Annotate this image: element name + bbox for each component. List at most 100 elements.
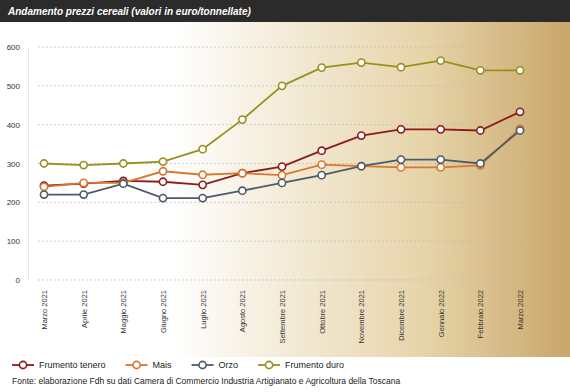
y-tick: 400 (7, 121, 28, 130)
point (40, 160, 47, 167)
x-tick: Aprile 2021 (80, 288, 89, 328)
point (80, 161, 87, 168)
point (358, 59, 365, 66)
point (199, 194, 206, 201)
x-tick-label: Agosto 2021 (238, 290, 247, 332)
x-tick-label: Giugno 2021 (159, 290, 168, 333)
title: Andamento prezzi cereali (valori in euro… (7, 6, 251, 17)
point (318, 172, 325, 179)
point (159, 194, 166, 201)
y-tick: 300 (7, 160, 28, 169)
y-tick-label: 300 (7, 160, 21, 169)
point (477, 67, 484, 74)
point (80, 180, 87, 187)
point (199, 171, 206, 178)
point (40, 191, 47, 198)
legend-marker (265, 361, 272, 368)
x-tick: Giugno 2021 (159, 288, 168, 333)
point (358, 132, 365, 139)
grid-line (38, 124, 528, 125)
title-bar (0, 0, 570, 22)
x-tick: Novembre 2021 (357, 288, 366, 343)
point (437, 156, 444, 163)
y-tick-label: 100 (7, 237, 21, 246)
x-tick: Agosto 2021 (238, 288, 247, 332)
legend-item: Mais (126, 360, 173, 370)
point (278, 172, 285, 179)
point (318, 161, 325, 168)
point (278, 163, 285, 170)
x-tick: Gennaio 2022 (437, 288, 446, 337)
point (397, 64, 404, 71)
point (437, 57, 444, 64)
point (397, 156, 404, 163)
x-tick: Luglio 2021 (199, 288, 208, 329)
grid-line (38, 241, 528, 242)
point (120, 179, 127, 186)
x-tick: Marzo 2021 (40, 288, 49, 330)
x-tick: Marzo 2022 (516, 288, 525, 330)
point (120, 180, 127, 187)
grid-line (38, 202, 528, 203)
y-tick-label: 0 (16, 276, 21, 285)
point (40, 183, 47, 190)
grid (38, 47, 528, 280)
point (239, 170, 246, 177)
chart-svg: Andamento prezzi cereali (valori in euro… (0, 0, 570, 392)
point (80, 179, 87, 186)
legend-label: Mais (153, 360, 173, 370)
x-tick-label: Novembre 2021 (357, 290, 366, 343)
y-tick: 600 (7, 43, 28, 52)
x-tick-label: Ottobre 2021 (318, 290, 327, 334)
point (159, 178, 166, 185)
y-tick: 0 (16, 276, 28, 285)
grid-line (38, 47, 528, 48)
source: Fonte: elaborazione Fdh su dati Camera d… (12, 376, 400, 386)
x-tick-label: Febbraio 2022 (476, 290, 485, 338)
point (318, 64, 325, 71)
x-tick: Ottobre 2021 (318, 288, 327, 334)
legend-label: Frumento duro (285, 360, 344, 370)
point (397, 126, 404, 133)
point (199, 146, 206, 153)
point (358, 163, 365, 170)
point (239, 187, 246, 194)
point (120, 160, 127, 167)
point (437, 126, 444, 133)
x-axis: Marzo 2021 Aprile 2021 Maggio 2021 Giugno 2… (40, 288, 525, 343)
point (397, 164, 404, 171)
y-tick-label: 600 (7, 43, 21, 52)
point (516, 67, 523, 74)
x-tick-label: Settembre 2021 (278, 290, 287, 343)
y-tick: 200 (7, 198, 28, 207)
point (278, 179, 285, 186)
x-tick-label: Luglio 2021 (199, 290, 208, 329)
legend-item: Orzo (192, 360, 239, 370)
point (80, 191, 87, 198)
y-tick-label: 200 (7, 198, 21, 207)
legend-label: Orzo (219, 360, 239, 370)
series-line (44, 112, 520, 186)
y-tick-label: 500 (7, 82, 21, 91)
x-tick-label: Dicembre 2021 (397, 290, 406, 341)
point (239, 116, 246, 123)
point (358, 163, 365, 170)
legend: Frumento tenero Mais Orzo Frumento duro (12, 360, 344, 370)
point (516, 127, 523, 134)
legend-label: Frumento tenero (39, 360, 106, 370)
x-tick: Settembre 2021 (278, 288, 287, 343)
y-axis: 0 100 200 300 400 500 600 (7, 43, 29, 285)
point (278, 82, 285, 89)
point (199, 181, 206, 188)
y-tick: 100 (7, 237, 28, 246)
point (516, 108, 523, 115)
grid-line (38, 280, 528, 281)
x-tick-label: Maggio 2021 (119, 290, 128, 333)
point (159, 168, 166, 175)
y-tick-label: 400 (7, 121, 21, 130)
point (437, 164, 444, 171)
x-tick-label: Marzo 2022 (516, 290, 525, 330)
series-line (44, 61, 520, 165)
x-tick-label: Aprile 2021 (80, 290, 89, 328)
x-axis-line (45, 288, 521, 289)
